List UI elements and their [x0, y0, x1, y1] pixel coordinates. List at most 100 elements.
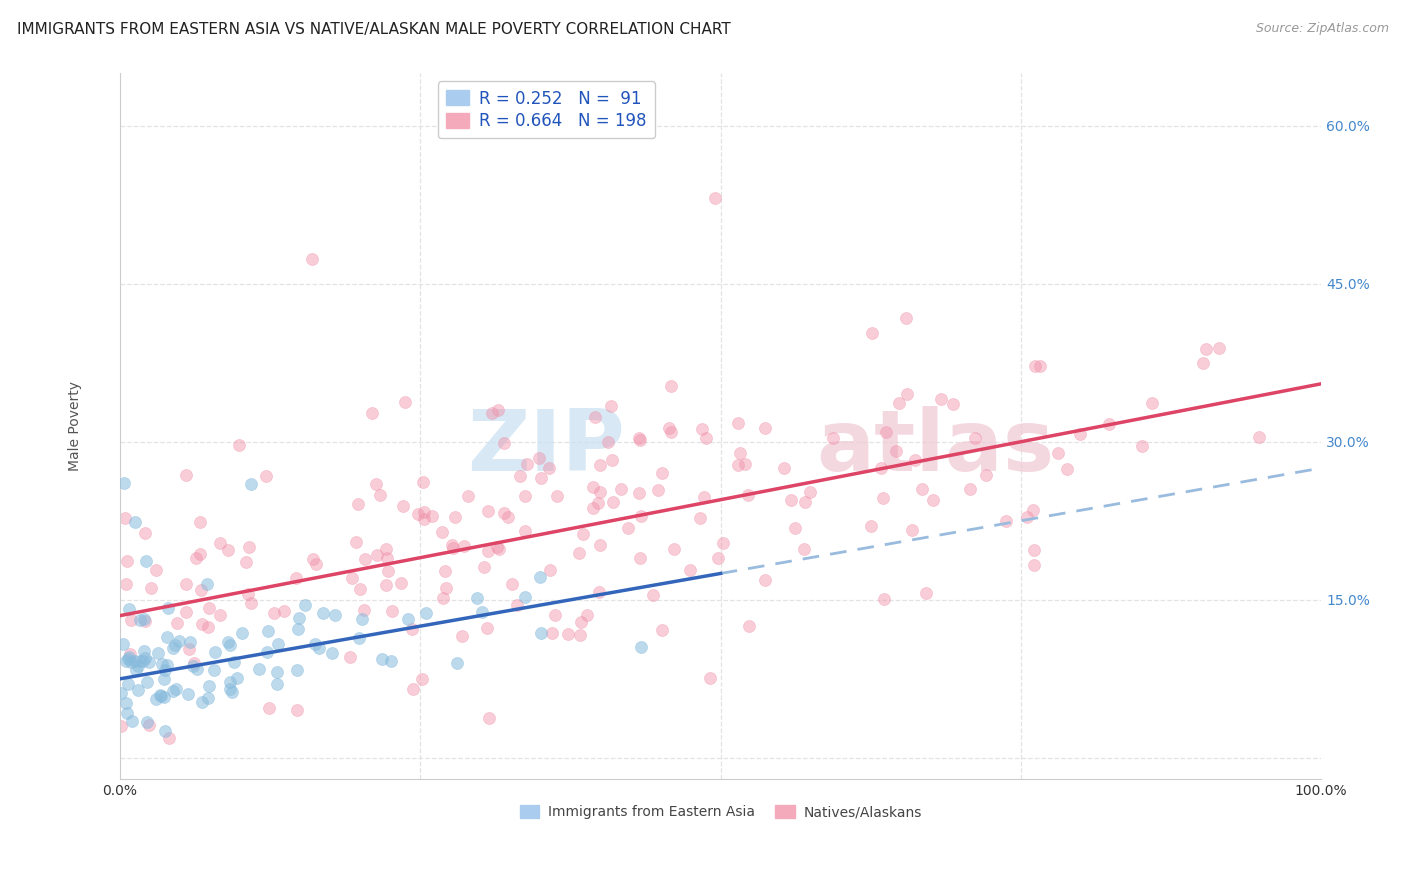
- Point: [256, 645, 278, 659]
- Point: [149, 688, 172, 702]
- Point: [515, 524, 537, 539]
- Point: [353, 551, 375, 566]
- Point: [176, 577, 198, 591]
- Point: [209, 536, 232, 550]
- Point: [117, 652, 139, 666]
- Point: [959, 482, 981, 496]
- Point: [166, 682, 188, 697]
- Point: [117, 677, 139, 691]
- Point: [402, 682, 425, 697]
- Point: [1195, 342, 1218, 356]
- Point: [208, 608, 231, 623]
- Point: [120, 655, 142, 669]
- Point: [689, 511, 711, 525]
- Point: [734, 457, 756, 471]
- Point: [267, 637, 290, 651]
- Point: [114, 510, 136, 524]
- Point: [440, 538, 463, 552]
- Point: [127, 658, 149, 673]
- Point: [112, 476, 135, 491]
- Point: [471, 605, 494, 619]
- Point: [396, 612, 419, 626]
- Point: [347, 497, 370, 511]
- Point: [658, 421, 681, 435]
- Point: [475, 622, 498, 636]
- Point: [166, 616, 188, 631]
- Point: [896, 386, 918, 401]
- Point: [974, 467, 997, 482]
- Point: [218, 674, 240, 689]
- Point: [157, 600, 180, 615]
- Point: [145, 563, 167, 577]
- Point: [219, 682, 242, 697]
- Point: [312, 606, 335, 620]
- Point: [965, 431, 987, 445]
- Point: [727, 458, 749, 472]
- Point: [117, 706, 139, 720]
- Point: [259, 700, 281, 714]
- Point: [263, 606, 285, 620]
- Point: [377, 564, 399, 578]
- Point: [401, 622, 423, 636]
- Point: [581, 501, 603, 516]
- Point: [186, 551, 208, 566]
- Point: [124, 516, 146, 530]
- Point: [134, 526, 156, 541]
- Point: [340, 571, 363, 585]
- Point: [301, 252, 323, 267]
- Point: [129, 655, 152, 669]
- Point: [153, 724, 176, 739]
- Point: [266, 677, 288, 691]
- Point: [125, 663, 148, 677]
- Point: [875, 425, 897, 439]
- Point: [190, 616, 212, 631]
- Point: [412, 512, 434, 526]
- Point: [571, 526, 593, 541]
- Point: [494, 506, 516, 520]
- Point: [222, 655, 245, 669]
- Point: [152, 672, 174, 686]
- Point: [190, 582, 212, 597]
- Point: [195, 577, 218, 591]
- Point: [153, 663, 176, 677]
- Point: [1028, 359, 1050, 373]
- Point: [602, 495, 624, 509]
- Point: [408, 507, 430, 521]
- Point: [217, 542, 239, 557]
- Point: [1098, 417, 1121, 431]
- Point: [288, 611, 311, 625]
- Point: [799, 484, 821, 499]
- Point: [121, 714, 143, 729]
- Point: [488, 403, 510, 417]
- Point: [872, 491, 894, 505]
- Point: [481, 406, 503, 420]
- Point: [704, 191, 727, 205]
- Point: [308, 640, 330, 655]
- Point: [914, 586, 936, 600]
- Point: [305, 557, 328, 571]
- Point: [444, 509, 467, 524]
- Point: [118, 602, 141, 616]
- Point: [411, 672, 433, 686]
- Point: [942, 396, 965, 410]
- Point: [583, 409, 606, 424]
- Point: [643, 588, 665, 602]
- Point: [727, 417, 749, 431]
- Point: [859, 519, 882, 533]
- Point: [870, 460, 893, 475]
- Point: [904, 453, 927, 467]
- Point: [238, 540, 260, 554]
- Point: [174, 467, 197, 482]
- Point: [434, 564, 457, 578]
- Point: [1047, 446, 1070, 460]
- Point: [779, 493, 801, 508]
- Point: [238, 587, 260, 601]
- Point: [911, 482, 934, 496]
- Point: [302, 552, 325, 566]
- Point: [616, 521, 638, 535]
- Point: [1130, 439, 1153, 453]
- Point: [138, 718, 160, 732]
- Point: [197, 620, 219, 634]
- Point: [374, 541, 396, 556]
- Point: [374, 578, 396, 592]
